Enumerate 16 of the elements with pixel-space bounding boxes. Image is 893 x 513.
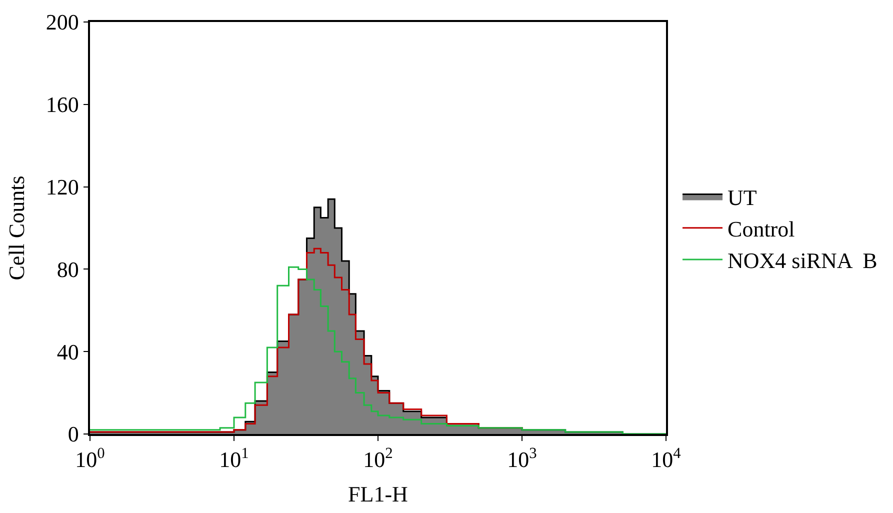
x-tick-label: 10$^{2}$: [363, 444, 393, 472]
y-axis-title: Cell Counts: [4, 176, 30, 280]
y-tick-label: 200: [46, 10, 79, 35]
y-tick-label: 0: [68, 422, 79, 447]
x-tick-label: 10$^{3}$: [507, 444, 538, 472]
legend-label: NOX4 siRNA B: [728, 248, 878, 274]
y-tick-label: 120: [46, 174, 79, 200]
x-tick-label: 10$^{4}$: [651, 444, 682, 472]
y-tick-label: 80: [56, 256, 79, 282]
x-tick-label: 10$^{0}$: [75, 444, 106, 472]
legend-label: Control: [728, 216, 795, 242]
x-axis-title: FL1-H: [348, 482, 408, 507]
y-tick-label: 40: [56, 339, 79, 364]
legend-label: UT: [728, 184, 758, 210]
x-tick-label: 10$^{1}$: [219, 444, 249, 472]
y-tick-label: 160: [46, 92, 79, 118]
